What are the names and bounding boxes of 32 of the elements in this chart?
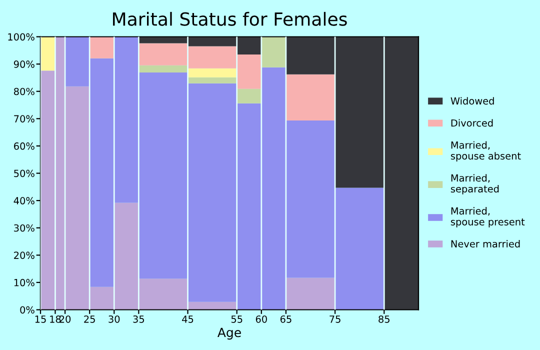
y-tick-label: 70% xyxy=(14,115,34,122)
y-tick-label: 50% xyxy=(14,170,34,178)
bar xyxy=(286,74,336,121)
y-tick-label: 30% xyxy=(14,224,34,232)
x-tick-label: 75 xyxy=(330,316,340,323)
x-tick-label: 18 xyxy=(50,315,61,323)
x-tick-label: 30 xyxy=(108,315,120,323)
x-axis-title: Age xyxy=(218,328,241,340)
y-tick-label: 90% xyxy=(14,60,34,68)
x-tick-label: 15 xyxy=(35,316,46,323)
legend-label: Married, spouse present xyxy=(450,207,525,228)
legend-label: Married, spouse absent xyxy=(450,141,521,162)
x-tick-label: 60 xyxy=(256,315,267,323)
chart-title: Marital Status for Females xyxy=(113,12,347,26)
y-tick-label: 80% xyxy=(14,88,34,96)
x-tick-label: 55 xyxy=(231,316,242,323)
x-tick-label: 35 xyxy=(133,315,144,323)
legend-label: Divorced xyxy=(451,119,493,127)
y-tick-label: 40% xyxy=(14,197,34,204)
x-tick-label: 20 xyxy=(60,315,71,323)
legend-label: Never married xyxy=(451,240,520,248)
x-tick-label: 65 xyxy=(280,315,292,323)
legend-label: Widowed xyxy=(450,97,494,105)
x-tick-label: 85 xyxy=(378,315,390,323)
y-tick-label: 100% xyxy=(8,33,34,41)
x-tick-label: 25 xyxy=(84,315,95,323)
y-tick-label: 0% xyxy=(20,306,34,314)
y-tick-label: 10% xyxy=(14,278,34,286)
x-tick-label: 45 xyxy=(182,316,194,323)
y-tick-label: 60% xyxy=(14,142,34,150)
y-tick-label: 20% xyxy=(14,252,34,259)
legend-label: Married, separated xyxy=(450,174,499,194)
